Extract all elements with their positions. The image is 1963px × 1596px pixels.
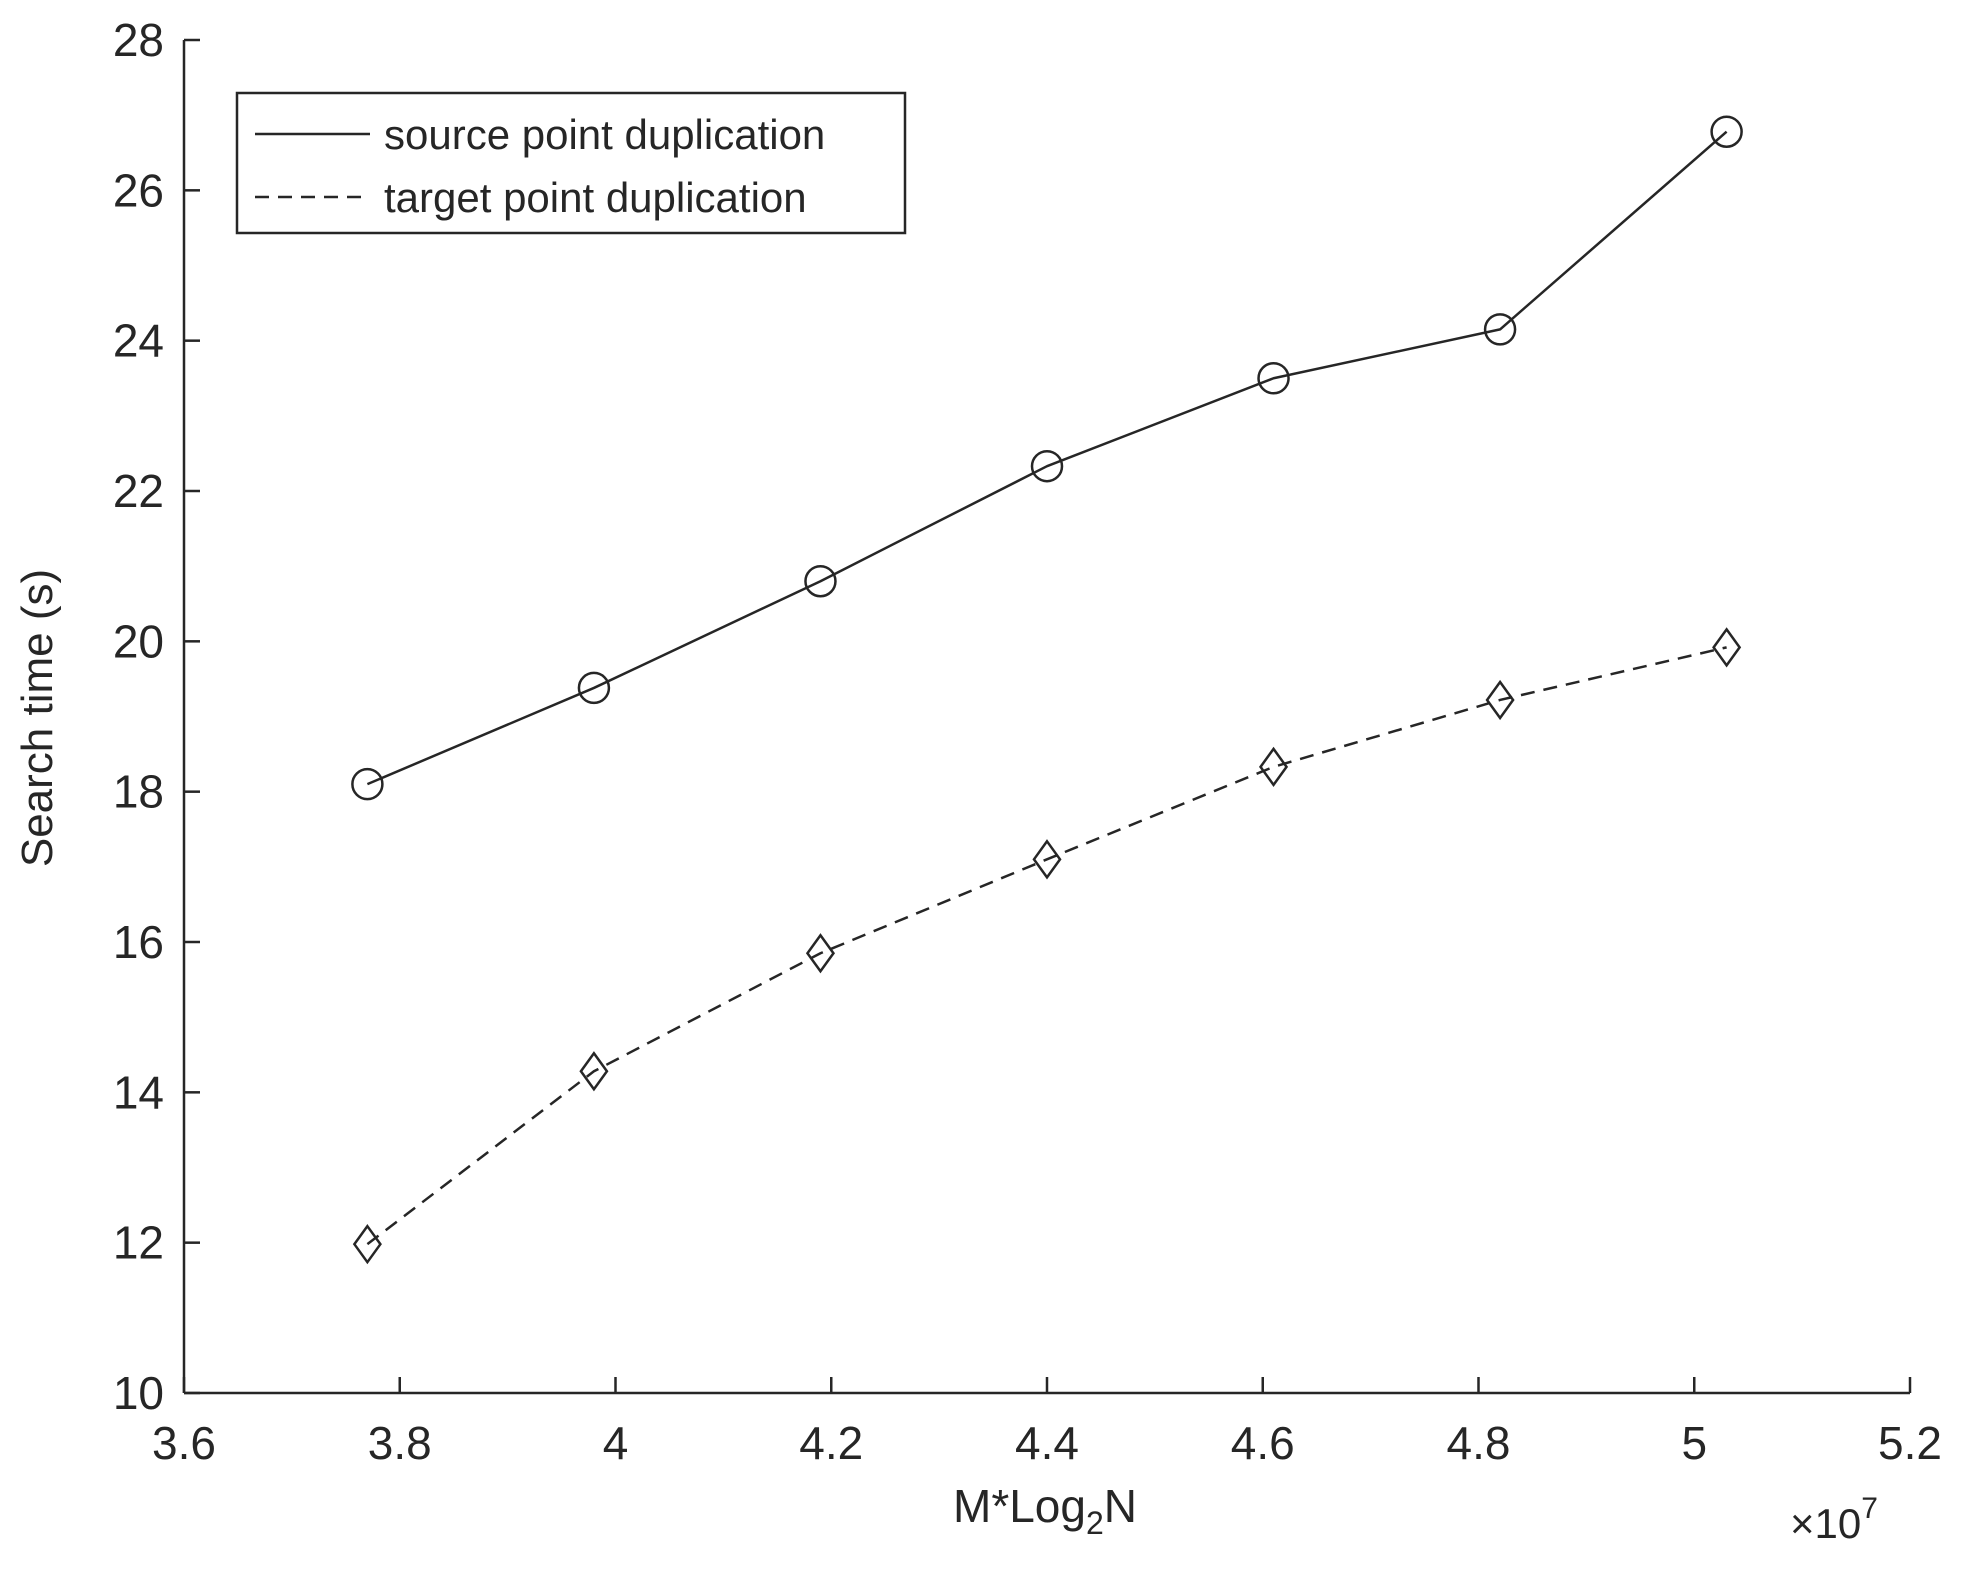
x-tick-label: 5: [1681, 1417, 1707, 1469]
x-axis-label-main: M*Log: [953, 1480, 1086, 1532]
x-tick-label: 3.8: [368, 1417, 432, 1469]
legend: source point duplication target point du…: [235, 91, 907, 235]
x-axis-multiplier-exponent: 7: [1861, 1492, 1878, 1525]
data-point-circle: [1483, 313, 1517, 346]
x-axis-label: M*Log2N: [953, 1480, 1137, 1541]
data-point-diamond: [352, 1224, 382, 1265]
data-point-circle: [1030, 449, 1064, 483]
y-tick-label: 12: [113, 1217, 164, 1269]
x-tick-label: 3.6: [152, 1417, 216, 1469]
data-point-diamond: [579, 1051, 609, 1092]
legend-box: [235, 91, 907, 235]
series-source: [351, 115, 1743, 801]
data-point-circle: [351, 767, 384, 801]
x-tick-label: 4.8: [1447, 1417, 1511, 1469]
x-axis-label-subscript: 2: [1086, 1505, 1104, 1541]
y-tick-label: 20: [113, 615, 164, 667]
x-tick-label: 4.6: [1231, 1417, 1295, 1469]
data-point-diamond: [1485, 679, 1515, 721]
data-point-circle: [1710, 115, 1743, 148]
data-point-circle: [804, 564, 837, 598]
y-tick-label: 22: [113, 465, 164, 517]
y-tick-label: 16: [113, 916, 164, 968]
x-tick-label: 4.4: [1015, 1417, 1079, 1469]
x-tick-label: 4: [603, 1417, 629, 1469]
data-point-circle: [577, 671, 611, 705]
y-tick-label: 28: [113, 14, 164, 66]
axes: 10 12 14 16 18 20 22 24 26 28 3.6 3.8 4 4.2 4.4 4.6 4.8…: [113, 14, 1942, 1469]
y-tick-label: 24: [113, 315, 164, 367]
y-ticks: 10 12 14 16 18 20 22 24 26 28: [113, 14, 200, 1419]
data-point-diamond: [805, 933, 836, 974]
x-ticks: 3.6 3.8 4 4.2 4.4 4.6 4.8 5 5.2: [152, 1377, 1942, 1469]
data-point-diamond: [1032, 839, 1062, 880]
series-line: [366, 130, 1728, 786]
x-axis-label-tail: N: [1104, 1480, 1137, 1532]
series-line: [366, 646, 1727, 1246]
x-tick-label: 5.2: [1878, 1417, 1942, 1469]
y-tick-label: 26: [113, 164, 164, 216]
x-axis-multiplier: ×107: [1790, 1492, 1878, 1547]
y-tick-label: 14: [113, 1066, 164, 1118]
x-axis-multiplier-base: ×10: [1790, 1500, 1861, 1547]
data-point-circle: [1257, 362, 1290, 395]
x-tick-label: 4.2: [799, 1417, 863, 1469]
data-point-diamond: [1258, 746, 1289, 787]
y-tick-label: 18: [113, 766, 164, 818]
series: [351, 115, 1743, 1265]
y-tick-label: 10: [113, 1367, 164, 1419]
data-point-diamond: [1712, 627, 1742, 668]
legend-label-target: target point duplication: [384, 174, 807, 221]
series-target: [352, 627, 1742, 1265]
y-axis-label: Search time (s): [13, 569, 62, 867]
legend-label-source: source point duplication: [384, 111, 825, 158]
